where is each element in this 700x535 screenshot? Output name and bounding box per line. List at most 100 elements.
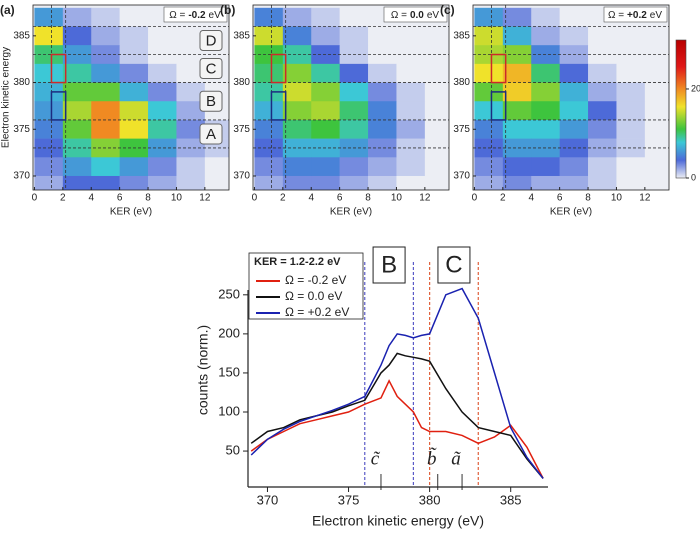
heat-cell [282, 101, 312, 121]
heat-cell [339, 7, 369, 27]
heat-cell [91, 82, 120, 102]
y-tick-label: 380 [233, 77, 250, 88]
x-tick-label: 10 [391, 193, 403, 204]
heat-cell [282, 138, 312, 158]
heat-cell [531, 26, 560, 46]
heat-cell [424, 138, 449, 158]
heat-cell [62, 7, 92, 27]
heat-cell [148, 26, 177, 46]
heat-cell [368, 119, 397, 139]
heat-cell [254, 7, 284, 27]
heat-cell [34, 101, 64, 121]
series-line [250, 352, 544, 479]
heat-cell [396, 82, 426, 102]
y-tick-label: 150 [218, 364, 240, 379]
x-tick-label: 6 [337, 193, 343, 204]
y-axis-label: counts (norm.) [195, 325, 211, 415]
heat-cell [254, 26, 284, 46]
heat-cell [254, 119, 284, 139]
roi-box [270, 91, 287, 121]
heat-cell [62, 26, 92, 46]
heat-cell [62, 138, 92, 158]
x-tick-label: 2 [280, 193, 286, 204]
heat-cell [204, 175, 229, 190]
heat-cell [62, 119, 92, 139]
frame [252, 4, 450, 191]
x-tick-label: 0 [472, 193, 478, 204]
y-axis-label: Electron kinetic energy [1, 47, 12, 148]
heat-cell [644, 45, 669, 65]
heat-cell [62, 101, 92, 121]
x-tick-label: 10 [611, 193, 623, 204]
y-tick-label: 385 [13, 30, 30, 41]
heat-cell [368, 45, 397, 65]
heat-cell [588, 101, 617, 121]
omega-label: Ω = -0.2 eV [169, 10, 221, 21]
x-tick-label: 8 [365, 193, 371, 204]
omega-label: Ω = +0.2 eV [608, 10, 662, 21]
heat-cell [644, 63, 669, 83]
x-tick-label: 12 [639, 193, 651, 204]
heat-cell [311, 175, 340, 190]
heat-cell [119, 7, 149, 27]
heat-cell [396, 101, 426, 121]
panel-label: (c) [440, 3, 455, 17]
region-label: A [206, 126, 216, 143]
legend-label: Ω = +0.2 eV [285, 305, 349, 319]
heat-cell [254, 175, 284, 190]
x-tick-label: 0 [32, 193, 38, 204]
heat-cell [588, 45, 617, 65]
heat-cell [644, 26, 669, 46]
x-axis-label: Electron kinetic energy (eV) [312, 513, 484, 529]
heat-cell [119, 101, 149, 121]
heat-cell [34, 175, 64, 190]
region-label: B [206, 93, 216, 110]
heat-cell [424, 101, 449, 121]
roi-box [50, 53, 67, 84]
x-tick-label: 370 [257, 492, 279, 507]
heat-cell [119, 63, 149, 83]
heat-cell [424, 119, 449, 139]
x-axis-label: KER (eV) [110, 207, 152, 218]
omega-symbol: Ω = [608, 10, 624, 21]
heat-cell [588, 175, 617, 190]
heat-cell [62, 157, 92, 177]
x-tick-label: 12 [419, 193, 431, 204]
legend-title: KER = 1.2-2.2 eV [254, 256, 341, 268]
heat-cell [616, 82, 646, 102]
heat-cell [531, 175, 560, 190]
heat-cell [644, 101, 669, 121]
heat-cell [91, 63, 120, 83]
heat-cell [644, 82, 669, 102]
frame [472, 4, 670, 191]
heat-cell [616, 157, 646, 177]
heat-cell [531, 119, 560, 139]
heat-cell [616, 63, 646, 83]
heat-cell [311, 26, 340, 46]
heat-cell [368, 138, 397, 158]
heatmap-cells [254, 7, 449, 190]
heat-cell [559, 101, 589, 121]
heat-cell [588, 82, 617, 102]
heat-cell [474, 63, 504, 83]
heat-cell [282, 175, 312, 190]
omega-value: +0.2 [627, 10, 647, 21]
omega-symbol: Ω = [391, 10, 407, 21]
colorbar [675, 39, 687, 179]
heat-cell [588, 26, 617, 46]
y-tick-label: 380 [13, 77, 30, 88]
x-tick-label: 6 [557, 193, 563, 204]
heat-cell [148, 63, 177, 83]
heat-cell [311, 101, 340, 121]
frame [32, 4, 230, 191]
heat-cell [339, 119, 369, 139]
heat-cell [148, 157, 177, 177]
heat-cell [559, 82, 589, 102]
heat-cell [34, 157, 64, 177]
x-tick-label: 8 [585, 193, 591, 204]
heat-cell [559, 157, 589, 177]
heat-cell [502, 101, 532, 121]
heat-cell [502, 119, 532, 139]
heat-cell [63, 195, 92, 214]
